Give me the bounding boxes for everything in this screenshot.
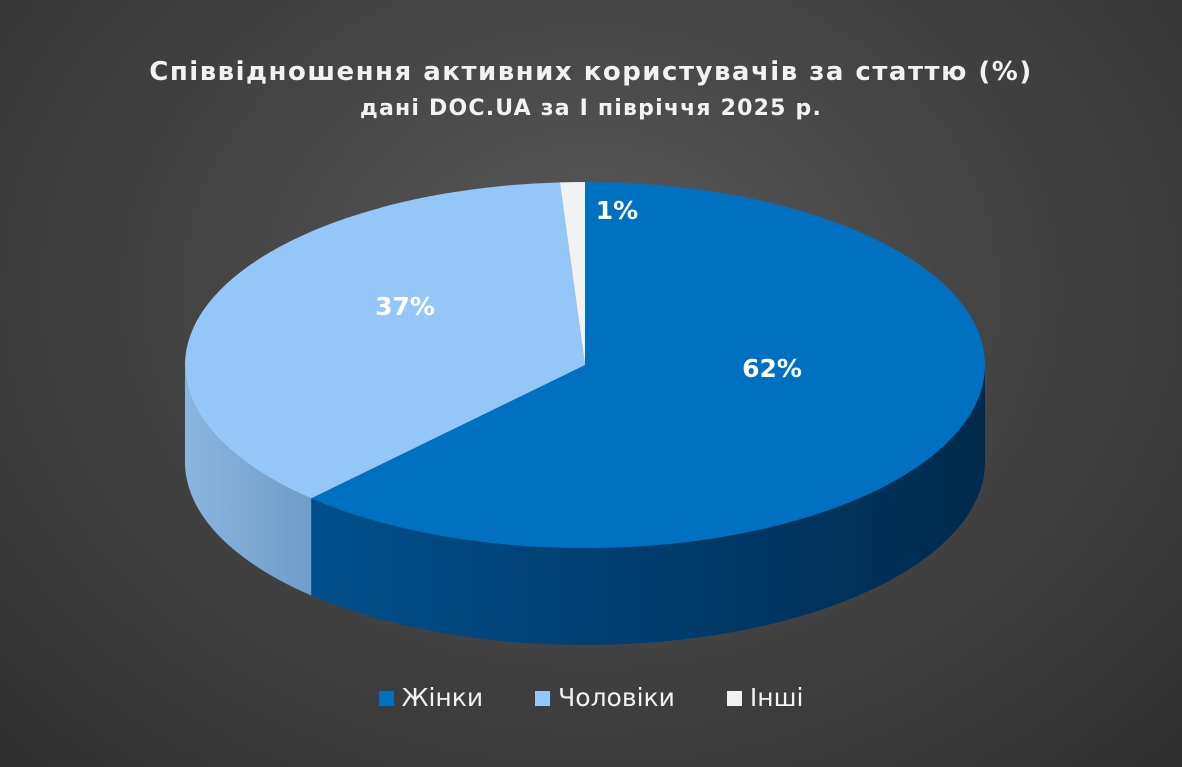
pie-tops bbox=[184, 182, 986, 548]
data-label-men: 37% bbox=[375, 292, 435, 321]
legend-label-women: Жінки bbox=[401, 683, 484, 712]
pie-side-women bbox=[311, 365, 985, 645]
legend: Жінки Чоловіки Інші bbox=[0, 678, 1182, 718]
legend-swatch-women bbox=[378, 690, 394, 706]
data-label-women: 62% bbox=[742, 354, 802, 383]
pie-data-labels: 62% 37% 1% bbox=[375, 196, 802, 383]
chart-title: Співвідношення активних користувачів за … bbox=[149, 57, 1033, 87]
legend-item-other: Інші bbox=[726, 678, 804, 718]
legend-label-men: Чоловіки bbox=[558, 683, 675, 712]
pie-side-men bbox=[185, 365, 312, 596]
data-label-other: 1% bbox=[596, 196, 638, 225]
legend-item-men: Чоловіки bbox=[535, 678, 675, 718]
pie-slice-other bbox=[559, 182, 585, 365]
legend-swatch-other bbox=[726, 690, 742, 706]
pie-sides bbox=[185, 365, 985, 645]
legend-label-other: Інші bbox=[749, 683, 804, 712]
chart-subtitle: дані DOC.UA за I півріччя 2025 р. bbox=[359, 96, 823, 121]
pie-slice-men bbox=[184, 182, 586, 499]
pie-slice-women bbox=[311, 182, 986, 548]
legend-item-women: Жінки bbox=[378, 678, 484, 718]
legend-swatch-men bbox=[535, 690, 551, 706]
